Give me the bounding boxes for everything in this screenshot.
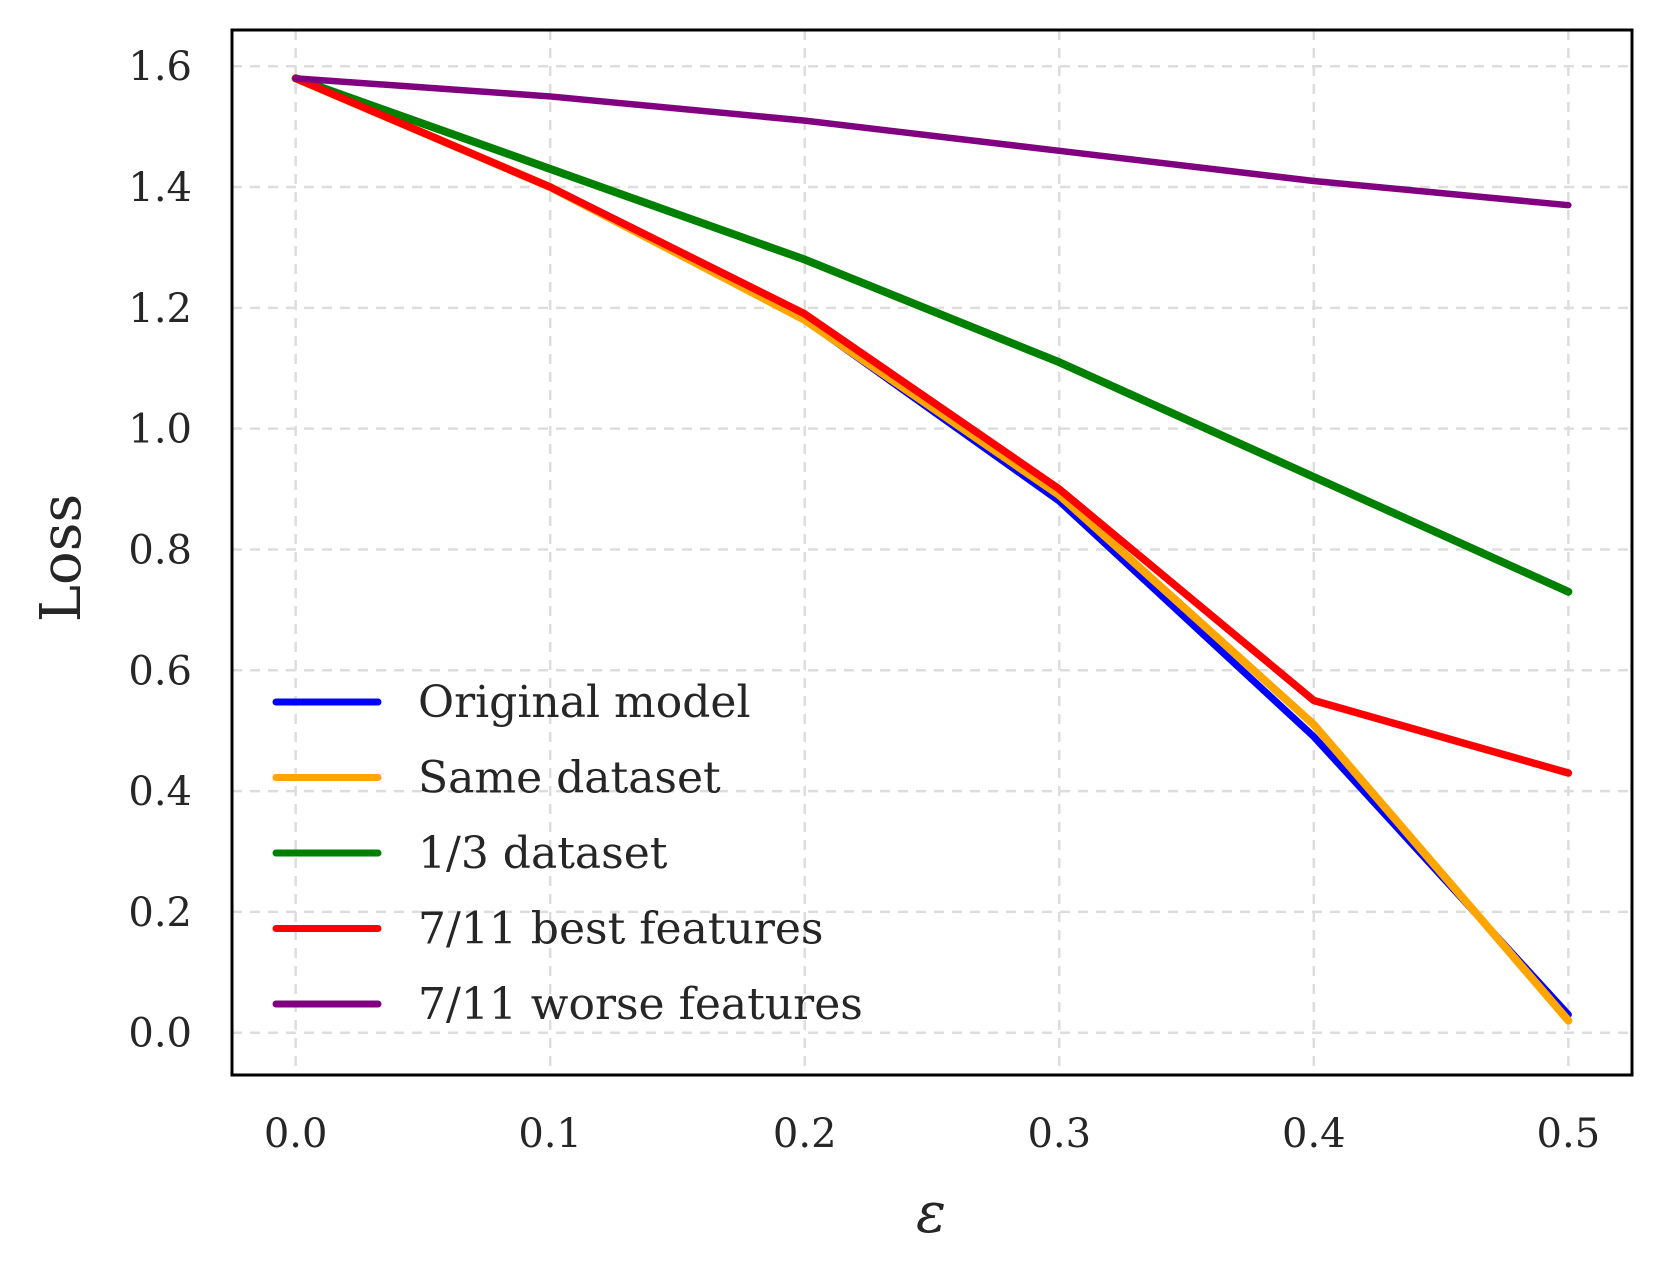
- x-tick-label: 0.3: [1027, 1111, 1091, 1157]
- legend-label: 1/3 dataset: [418, 828, 668, 879]
- legend-item: 1/3 dataset: [272, 828, 668, 879]
- y-tick-label: 1.2: [128, 286, 192, 332]
- legend: Original model Same dataset 1/3 dataset 7/1…: [272, 677, 863, 1030]
- legend-item: Original model: [272, 677, 751, 728]
- legend-label: Same dataset: [418, 753, 721, 804]
- legend-item: 7/11 worse features: [272, 979, 863, 1030]
- y-tick-label: 0.2: [128, 890, 192, 936]
- x-tick-label: 0.1: [518, 1111, 582, 1157]
- series-line-3: [291, 74, 1573, 596]
- legend-label: 7/11 best features: [418, 904, 823, 955]
- y-axis-label: Loss: [29, 494, 94, 622]
- y-tick-labels: 0.0 0.2 0.4 0.6 0.8 1.0 1.2 1.4 1.6: [128, 44, 192, 1056]
- legend-item: Same dataset: [272, 753, 721, 804]
- x-tick-labels: 0.0 0.1 0.2 0.3 0.4 0.5: [264, 1111, 1600, 1157]
- y-tick-label: 1.4: [128, 165, 192, 211]
- series-line-5: [292, 75, 1572, 209]
- plot-frame: [230, 28, 1634, 1077]
- y-tick-label: 0.0: [128, 1011, 192, 1057]
- x-axis-label: ε: [916, 1181, 946, 1246]
- y-tick-label: 0.4: [128, 769, 192, 815]
- y-tick-label: 1.0: [128, 407, 192, 453]
- legend-label: Original model: [418, 677, 751, 728]
- y-tick-label: 0.8: [128, 527, 192, 573]
- grid: [232, 30, 1632, 1075]
- x-tick-label: 0.2: [773, 1111, 837, 1157]
- legend-item: 7/11 best features: [272, 904, 823, 955]
- y-tick-label: 0.6: [128, 648, 192, 694]
- series-line-4: [291, 74, 1573, 777]
- series-lines: [291, 74, 1573, 1025]
- legend-label: 7/11 worse features: [418, 979, 863, 1030]
- x-tick-label: 0.4: [1282, 1111, 1346, 1157]
- x-tick-label: 0.5: [1537, 1111, 1601, 1157]
- y-tick-label: 1.6: [128, 44, 192, 90]
- x-tick-label: 0.0: [264, 1111, 328, 1157]
